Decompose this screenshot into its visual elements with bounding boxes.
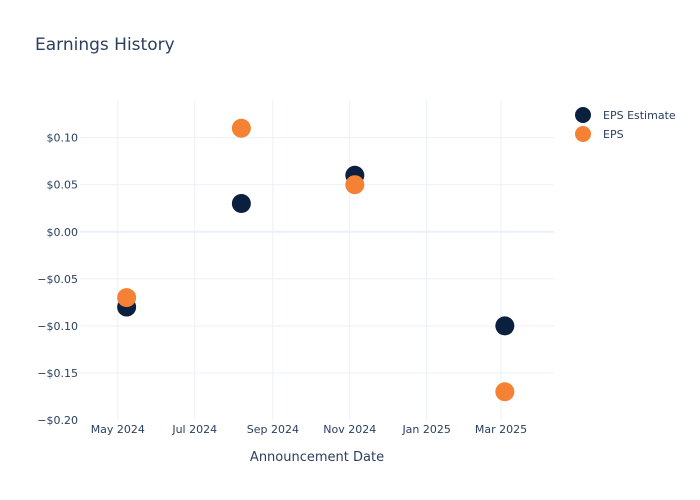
y-tick-label: $0.05 (47, 179, 79, 192)
data-points (117, 118, 515, 402)
eps-point[interactable] (495, 382, 515, 402)
x-tick-label: Jul 2024 (171, 423, 217, 436)
x-axis-title: Announcement Date (250, 450, 384, 465)
eps-point[interactable] (231, 118, 251, 138)
legend-marker[interactable] (575, 107, 591, 123)
x-tick-label: Jan 2025 (401, 423, 450, 436)
x-axis-ticks: May 2024 Jul 2024 Sep 2024 Nov 2024 Jan 2025… (91, 423, 527, 436)
eps-estimate-point[interactable] (495, 316, 515, 336)
eps-point[interactable] (345, 175, 365, 195)
legend-label[interactable]: EPS (603, 128, 624, 141)
eps-point[interactable] (117, 288, 137, 308)
y-tick-label: −$0.05 (37, 273, 78, 286)
legend-marker[interactable] (575, 126, 591, 142)
x-tick-label: Mar 2025 (475, 423, 527, 436)
x-tick-label: Sep 2024 (247, 423, 299, 436)
y-tick-label: $0.10 (47, 132, 79, 145)
y-tick-label: −$0.10 (37, 320, 78, 333)
y-tick-label: −$0.15 (37, 367, 78, 380)
y-axis-ticks: $0.10 $0.05 $0.00 −$0.05 −$0.10 −$0.15 −$0.20 (37, 132, 78, 427)
legend-label[interactable]: EPS Estimate (603, 109, 676, 122)
chart-title: Earnings History (35, 35, 175, 55)
x-tick-label: Nov 2024 (323, 423, 376, 436)
gridlines (80, 100, 554, 420)
eps-estimate-point[interactable] (231, 194, 251, 214)
y-tick-label: $0.00 (47, 226, 79, 239)
y-tick-label: −$0.20 (37, 414, 78, 427)
legend[interactable]: EPS Estimate EPS (575, 107, 676, 142)
x-tick-label: May 2024 (91, 423, 145, 436)
